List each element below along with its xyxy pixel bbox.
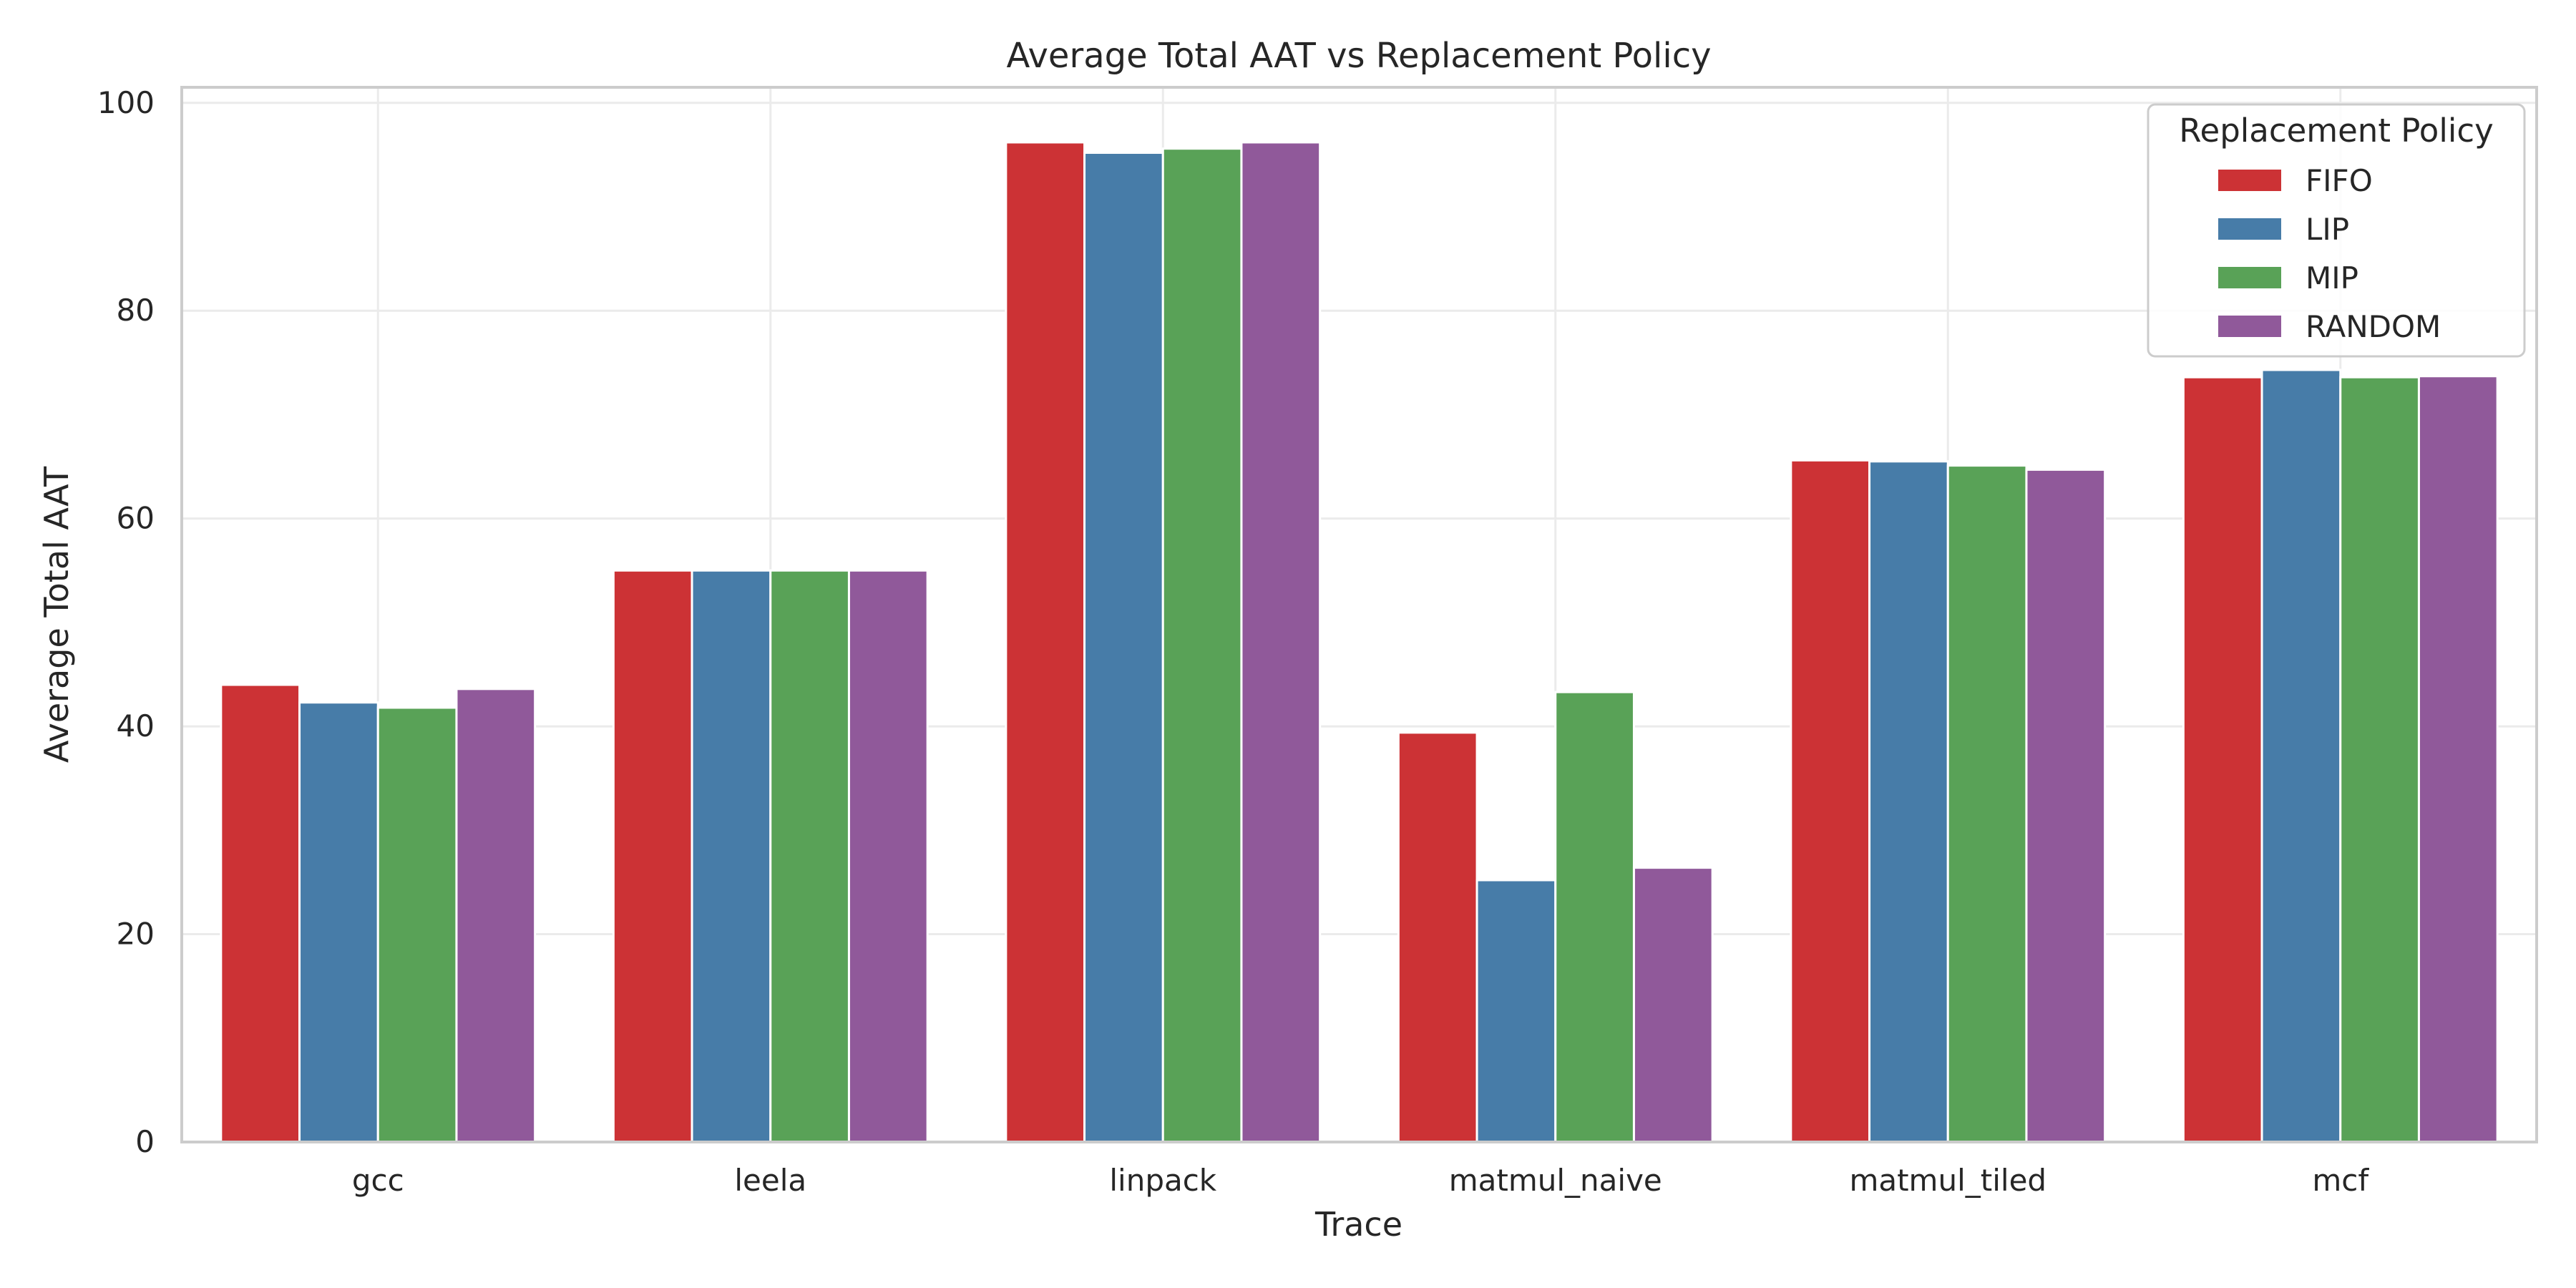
bar-fifo-mcf xyxy=(2182,376,2263,1143)
y-tick-label: 0 xyxy=(135,1124,155,1159)
x-tick-label: matmul_naive xyxy=(1449,1163,1662,1198)
legend-label-mip: MIP xyxy=(2306,260,2358,296)
bar-random-mcf xyxy=(2417,375,2499,1143)
x-tick-label: matmul_tiled xyxy=(1849,1163,2046,1198)
bar-random-leela xyxy=(847,569,929,1143)
bar-lip-matmul_naive xyxy=(1475,879,1557,1143)
legend-box xyxy=(2147,103,2526,358)
bar-lip-linpack xyxy=(1083,151,1164,1143)
legend-title: Replacement Policy xyxy=(2179,112,2493,150)
bar-lip-mcf xyxy=(2260,369,2342,1143)
y-tick-label: 80 xyxy=(117,293,155,328)
bar-lip-leela xyxy=(691,569,772,1143)
legend-swatch-mip xyxy=(2218,267,2281,288)
bar-random-matmul_tiled xyxy=(2025,468,2107,1143)
bar-fifo-matmul_naive xyxy=(1397,731,1478,1143)
y-tick-labels: 0 20 40 60 80 100 xyxy=(97,85,155,1159)
chart-title: Average Total AAT vs Replacement Policy xyxy=(1007,36,1712,76)
bar-mip-leela xyxy=(769,569,850,1143)
bar-fifo-matmul_tiled xyxy=(1790,459,1871,1143)
legend-label-random: RANDOM xyxy=(2306,309,2441,344)
legend: Replacement Policy FIFO LIP MIP RANDOM xyxy=(2147,103,2526,358)
bar-mip-gcc xyxy=(376,706,458,1143)
bar-lip-matmul_tiled xyxy=(1868,460,1949,1143)
bar-random-matmul_naive xyxy=(1632,867,1714,1143)
legend-swatch-fifo xyxy=(2218,170,2281,191)
bar-random-gcc xyxy=(455,688,537,1143)
legend-swatch-random xyxy=(2218,316,2281,337)
bar-mip-matmul_tiled xyxy=(1946,464,2028,1143)
bar-mip-matmul_naive xyxy=(1554,691,1635,1143)
bars-layer xyxy=(220,141,2499,1143)
bar-mip-linpack xyxy=(1161,147,1243,1143)
bar-mip-mcf xyxy=(2339,376,2420,1143)
bar-lip-gcc xyxy=(298,701,379,1143)
y-tick-label: 20 xyxy=(117,917,155,952)
bar-random-linpack xyxy=(1240,141,1322,1143)
x-tick-label: mcf xyxy=(2312,1163,2369,1198)
y-tick-label: 40 xyxy=(117,708,155,743)
x-tick-label: leela xyxy=(734,1163,806,1198)
x-tick-label: gcc xyxy=(352,1163,404,1198)
x-tick-label: linpack xyxy=(1109,1163,1216,1198)
bar-fifo-gcc xyxy=(220,683,301,1143)
legend-swatch-lip xyxy=(2218,218,2281,240)
y-axis-label: Average Total AAT xyxy=(37,466,76,763)
x-tick-labels: gcc leela linpack matmul_naive matmul_tiled m… xyxy=(352,1163,2370,1198)
legend-label-lip: LIP xyxy=(2306,212,2349,247)
y-tick-label: 60 xyxy=(117,501,155,536)
x-axis-label: Trace xyxy=(1314,1205,1402,1244)
bar-fifo-leela xyxy=(612,569,693,1143)
y-tick-label: 100 xyxy=(97,85,155,120)
legend-label-fifo: FIFO xyxy=(2306,163,2373,198)
plot-frame xyxy=(180,86,2538,1143)
bar-fifo-linpack xyxy=(1005,141,1086,1143)
